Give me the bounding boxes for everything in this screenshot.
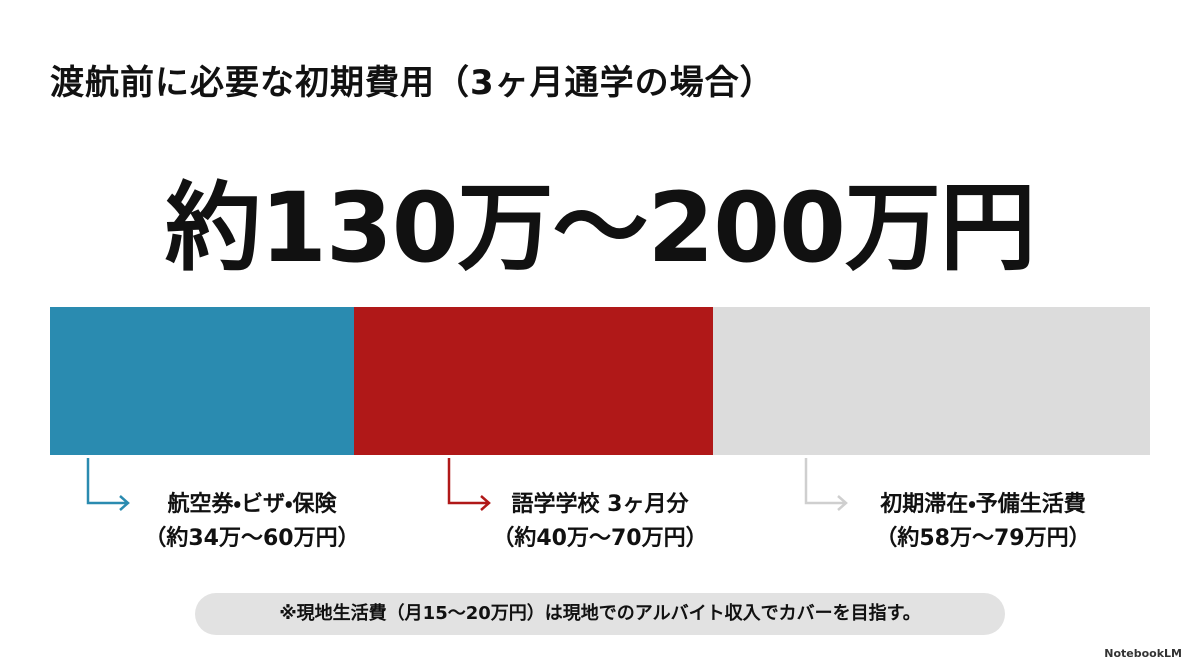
bar-segment [713, 307, 1150, 455]
headline: 約130万～200万円 [165, 172, 1036, 284]
item-label: 航空券・ビザ・保険 [167, 492, 337, 517]
arrow [86, 458, 130, 511]
item-range: （約34万～60万円） [144, 526, 360, 551]
breakdown-item: 航空券・ビザ・保険 （約34万～60万円） [132, 488, 372, 556]
arrow [447, 458, 491, 511]
breakdown-item: 初期滞在・予備生活費 （約58万～79万円） [848, 488, 1118, 556]
item-range: （約58万～79万円） [875, 526, 1091, 551]
item-label: 語学学校 3ヶ月分 [511, 492, 689, 517]
breakdown-item: 語学学校 3ヶ月分 （約40万～70万円） [485, 488, 715, 556]
arrow [804, 458, 848, 511]
title: 渡航前に必要な初期費用（3ヶ月通学の場合） [50, 63, 775, 103]
bar-segment [50, 307, 354, 455]
item-label: 初期滞在・予備生活費 [880, 492, 1086, 517]
note: ※現地生活費（月15～20万円）は現地でのアルバイト収入でカバーを目指す。 [195, 593, 1005, 635]
brand: NotebookLM [1104, 647, 1182, 660]
item-range: （約40万～70万円） [492, 526, 708, 551]
bar-segment [354, 307, 713, 455]
